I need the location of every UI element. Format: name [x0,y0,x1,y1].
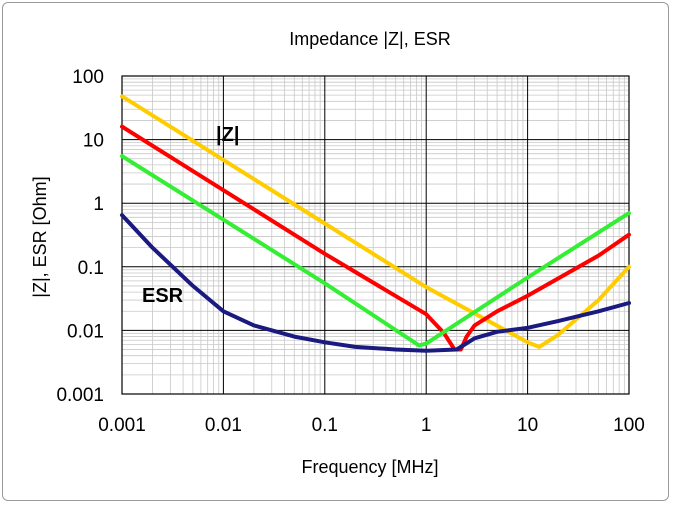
z-annotation: |Z| [216,124,239,146]
x-axis-label: Frequency [MHz] [301,457,438,477]
x-tick-label: 1 [421,415,432,436]
x-tick-label: 0.1 [312,415,338,436]
x-tick-label: 100 [613,415,645,436]
x-tick-label: 10 [517,415,538,436]
y-tick-label: 10 [83,131,104,152]
esr-annotation: ESR [142,285,184,307]
chart-title: Impedance |Z|, ESR [289,29,450,49]
plot-area [122,76,629,394]
series-line-z-green [120,154,631,348]
y-axis-label: |Z|, ESR [Ohm] [30,176,50,297]
x-tick-label: 0.01 [205,415,242,436]
y-tick-label: 100 [72,67,104,88]
series-layer [120,94,631,353]
y-tick-label: 0.001 [56,385,104,406]
y-tick-label: 1 [93,194,104,215]
series-line-z-red [120,124,631,352]
series-line-z-yellow [120,94,631,349]
y-tick-label: 0.1 [78,258,104,279]
x-tick-label: 0.001 [98,415,146,436]
ticks: 0.001 0.01 0.1 1 10 100 0.001 0.01 0.1 1 10 100 [56,67,644,436]
series-line-esr [120,213,631,353]
y-tick-label: 0.01 [67,321,104,342]
grid [121,75,630,395]
